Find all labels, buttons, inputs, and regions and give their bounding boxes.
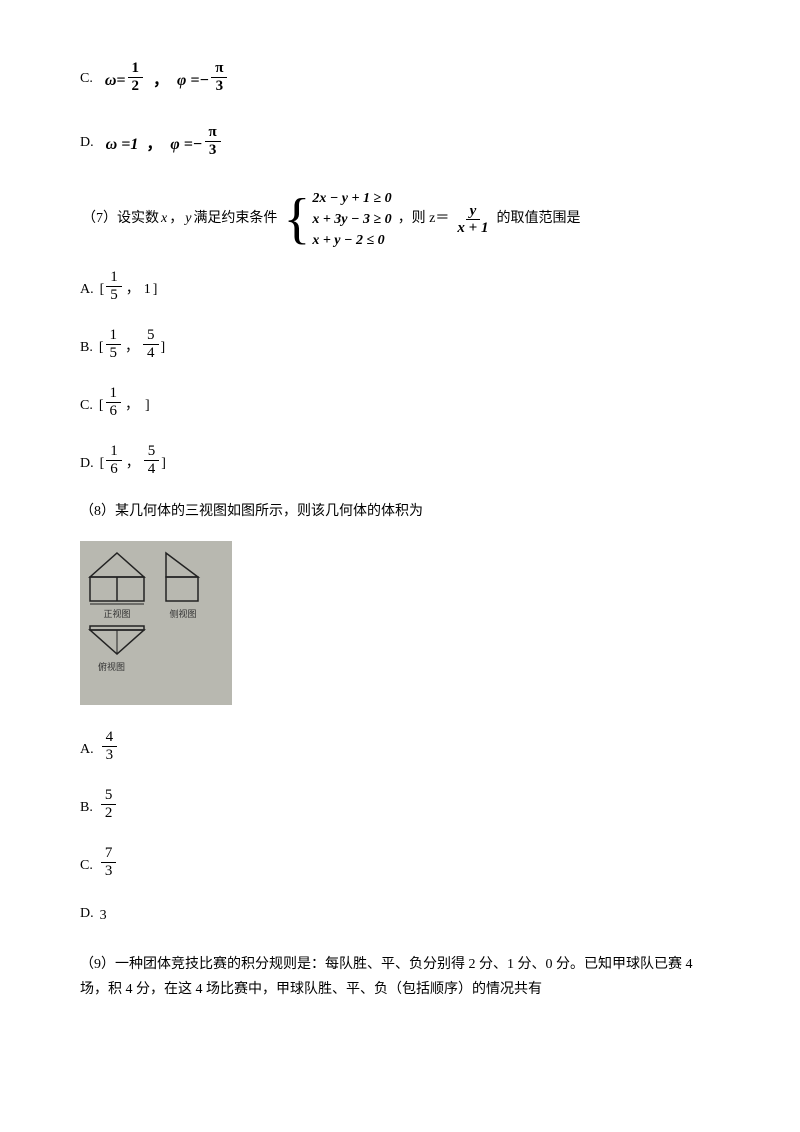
q7c-label: C. [80, 395, 93, 419]
frac-pi3-d: π 3 [205, 124, 221, 158]
constraints: 2x − y + 1 ≥ 0 x + 3y − 3 ≥ 0 x + y − 2 … [312, 188, 391, 251]
question-7: （7）设实数 x ， y 满足约束条件 { 2x − y + 1 ≥ 0 x +… [80, 188, 720, 251]
q7-choice-d: D. [ 1 6 ， 5 4 ] [80, 443, 720, 477]
option-c-label: C. [80, 68, 93, 94]
q7-choice-c: C. [ 1 6 ， ] [80, 385, 720, 419]
top-view-label: 俯视图 [98, 660, 125, 674]
q7-mid3: ，则 z＝ [398, 208, 450, 230]
q7-prefix: （7）设实数 [82, 208, 159, 230]
q8a-label: A. [80, 739, 94, 763]
q7-mid2: 满足约束条件 [193, 208, 277, 230]
q7-choice-a: A. [ 1 5 ， 1 ] [80, 269, 720, 303]
phi-eq: φ =− [177, 68, 209, 94]
q7a-frac: 1 5 [106, 269, 122, 303]
q7b-frac1: 1 5 [106, 327, 122, 361]
q8b-label: B. [80, 797, 93, 821]
q7b-frac2: 5 4 [143, 327, 159, 361]
q8-choice-d: D. 3 [80, 903, 720, 927]
constraint-3: x + y − 2 ≤ 0 [312, 230, 391, 251]
q8-choice-a: A. 4 3 [80, 729, 720, 763]
frac-half: 1 2 [128, 60, 144, 94]
option-c: C. ω= 1 2 ， φ =− π 3 [80, 60, 720, 94]
constraint-1: 2x − y + 1 ≥ 0 [312, 188, 391, 209]
frac-pi3: π 3 [211, 60, 227, 94]
q8d-value: 3 [100, 905, 107, 927]
q7d-label: D. [80, 453, 94, 477]
z-fraction: y x + 1 [453, 203, 492, 237]
q7c-frac: 1 6 [106, 385, 122, 419]
omega-eq: ω= [105, 68, 126, 94]
phi-eq-d: φ =− [170, 132, 202, 158]
q8a-frac: 4 3 [102, 729, 118, 763]
q7-mid1: ， [169, 208, 183, 230]
q7b-label: B. [80, 337, 93, 361]
q8c-frac: 7 3 [101, 845, 117, 879]
q7-choice-b: B. [ 1 5 ， 5 4 ] [80, 327, 720, 361]
q8c-label: C. [80, 855, 93, 879]
left-brace: { [283, 194, 310, 244]
q8b-frac: 5 2 [101, 787, 117, 821]
q7a-label: A. [80, 279, 94, 303]
top-view-icon [86, 624, 148, 660]
q7d-frac2: 5 4 [144, 443, 160, 477]
front-view-label: 正视图 [103, 607, 130, 621]
separator: ， [153, 68, 169, 94]
var-x: x [161, 208, 167, 230]
question-9: （9）一种团体竞技比赛的积分规则是：每队胜、平、负分别得 2 分、1 分、0 分… [80, 952, 720, 1002]
q8d-label: D. [80, 903, 94, 927]
omega-eq-d: ω =1 [106, 132, 139, 158]
q7d-frac1: 1 6 [106, 443, 122, 477]
constraint-system: { 2x − y + 1 ≥ 0 x + 3y − 3 ≥ 0 x + y − … [283, 188, 391, 251]
separator-d: ， [146, 132, 162, 158]
option-d-label: D. [80, 132, 94, 158]
side-view-icon [162, 549, 204, 607]
q8-choice-b: B. 5 2 [80, 787, 720, 821]
q7-suffix: 的取值范围是 [496, 208, 580, 230]
constraint-2: x + 3y − 3 ≥ 0 [312, 209, 391, 230]
option-d: D. ω =1 ， φ =− π 3 [80, 124, 720, 158]
side-view-label: 侧视图 [169, 607, 196, 621]
front-view-icon [86, 549, 148, 607]
question-8: （8）某几何体的三视图如图所示，则该几何体的体积为 [80, 501, 720, 523]
q8-choice-c: C. 7 3 [80, 845, 720, 879]
three-view-diagram: 正视图 侧视图 俯视图 [80, 541, 232, 705]
var-y: y [185, 208, 191, 230]
